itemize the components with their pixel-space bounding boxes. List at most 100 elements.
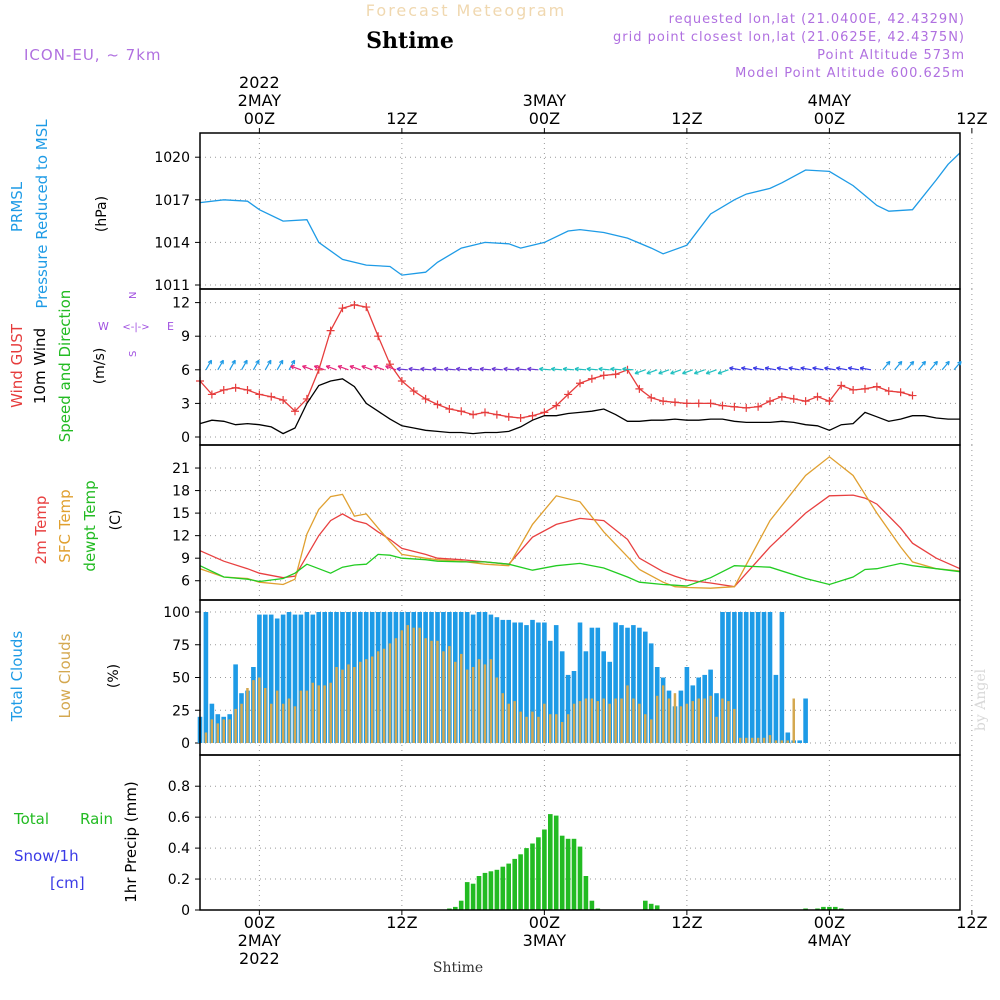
clouds-bar-low bbox=[430, 640, 433, 743]
wind-ytick-label: 12 bbox=[172, 296, 190, 312]
wind-arrow bbox=[551, 368, 563, 371]
gust-point bbox=[279, 396, 288, 405]
wind-arrow bbox=[682, 369, 694, 375]
clouds-bar-low bbox=[222, 719, 225, 743]
temperature-ytick-label: 9 bbox=[181, 551, 190, 567]
time-label-top: 3MAY bbox=[523, 91, 567, 110]
clouds-bar-low bbox=[667, 698, 671, 743]
clouds-bar-low bbox=[406, 625, 409, 743]
clouds-bar-low bbox=[341, 669, 344, 743]
time-label-bottom: 12Z bbox=[956, 913, 987, 932]
precip-bar-rain bbox=[453, 906, 458, 910]
clouds-bar-total bbox=[559, 651, 565, 743]
chart-title: Forecast Meteogram bbox=[366, 1, 566, 20]
clouds-bar-total bbox=[761, 612, 767, 743]
wind-direction-arrows bbox=[205, 359, 962, 375]
wind-arrowhead bbox=[885, 360, 891, 366]
gust-point bbox=[872, 382, 881, 391]
precip-bar-rain bbox=[827, 906, 832, 910]
gust-point bbox=[849, 385, 858, 394]
clouds-bar-total bbox=[548, 640, 553, 743]
pressure-ytick-label: 1011 bbox=[154, 278, 190, 294]
precip-bar-rain bbox=[833, 906, 838, 910]
wind-arrowhead bbox=[219, 359, 224, 365]
time-label-bottom: 12Z bbox=[386, 913, 417, 932]
clouds-bar-total bbox=[280, 614, 286, 743]
clouds-bar-low bbox=[644, 714, 647, 743]
wind-arrow bbox=[882, 360, 891, 371]
wind-arrowhead bbox=[835, 366, 841, 371]
wind-arrow bbox=[491, 368, 503, 371]
clouds-bar-low bbox=[400, 630, 404, 743]
time-label-top: 4MAY bbox=[808, 91, 852, 110]
gust-point bbox=[207, 390, 216, 399]
wind-label-dir: Speed and Direction bbox=[56, 290, 74, 443]
temperature-ytick-label: 12 bbox=[172, 529, 190, 545]
wind-arrowhead bbox=[267, 359, 272, 365]
precip-bar-rain bbox=[458, 900, 464, 910]
clouds-bar-low bbox=[768, 735, 772, 743]
clouds-bar-low bbox=[733, 708, 736, 743]
wind-arrow bbox=[941, 360, 950, 371]
wind-arrow bbox=[314, 365, 325, 371]
wind-arrowhead bbox=[515, 366, 520, 372]
wind-arrowhead bbox=[740, 366, 746, 371]
wind-arrowhead bbox=[313, 364, 319, 370]
time-label-top: 12Z bbox=[386, 109, 417, 128]
gust-point bbox=[825, 397, 834, 406]
time-label-bottom: 2MAY bbox=[238, 931, 282, 950]
gust-point bbox=[754, 402, 763, 411]
clouds-bar-low bbox=[697, 698, 700, 743]
gust-point bbox=[433, 400, 442, 409]
gust-point bbox=[409, 387, 418, 396]
wind-arrowhead bbox=[207, 359, 213, 365]
wind-arrow bbox=[373, 365, 385, 371]
wind-arrowhead bbox=[646, 370, 651, 375]
clouds-bar-low bbox=[590, 698, 594, 743]
model-altitude: Model Point Altitude 600.625m bbox=[735, 66, 965, 81]
wind-arrowhead bbox=[550, 366, 556, 372]
clouds-bar-low bbox=[311, 682, 314, 743]
gust-point bbox=[789, 394, 798, 403]
gust-point bbox=[659, 397, 668, 406]
wind-arrow bbox=[894, 360, 903, 371]
clouds-bar-total bbox=[631, 625, 636, 743]
footer-location: Shtime bbox=[433, 960, 483, 976]
wind-arrowhead bbox=[455, 366, 461, 372]
clouds-bar-low bbox=[365, 659, 368, 743]
wind-arrow bbox=[241, 359, 248, 371]
location-title: Shtime bbox=[366, 28, 454, 54]
clouds-bar-total bbox=[524, 625, 529, 743]
wind-arrow bbox=[385, 365, 397, 371]
precip-bar-rain bbox=[577, 846, 583, 910]
temperature-line-sfc-temp bbox=[199, 455, 961, 589]
wind-arrow bbox=[953, 360, 962, 371]
wind-arrow bbox=[302, 365, 314, 371]
wind-arrow bbox=[598, 368, 610, 371]
wind-arrow bbox=[515, 368, 527, 371]
wind-arrowhead bbox=[586, 366, 591, 372]
gust-point bbox=[718, 401, 727, 410]
clouds-bar-low bbox=[661, 685, 665, 743]
pressure-ytick-label: 1017 bbox=[154, 193, 190, 209]
clouds-bar-low bbox=[359, 661, 362, 743]
pressure-ytick-label: 1014 bbox=[154, 235, 190, 251]
clouds-bar-low bbox=[543, 703, 546, 743]
clouds-bar-total bbox=[726, 612, 731, 743]
gust-point bbox=[576, 379, 584, 388]
clouds-bar-total bbox=[286, 612, 292, 743]
clouds-bar-total bbox=[583, 651, 589, 743]
temp-label-dew: dewpt Temp bbox=[81, 480, 99, 571]
clouds-bar-low bbox=[537, 716, 540, 743]
wind-arrow bbox=[276, 359, 284, 371]
clouds-bar-low bbox=[650, 719, 653, 743]
wind-line-10m-wind bbox=[199, 378, 960, 435]
precip-frame bbox=[199, 754, 961, 911]
wind-arrow bbox=[252, 359, 260, 371]
wind-arrowhead bbox=[800, 366, 805, 371]
wind-arrow bbox=[622, 368, 634, 371]
temperature-ytick-label: 15 bbox=[172, 506, 190, 522]
gust-point bbox=[445, 405, 454, 413]
clouds-bar-total bbox=[803, 698, 808, 743]
clouds-ytick-label: 75 bbox=[172, 638, 190, 654]
